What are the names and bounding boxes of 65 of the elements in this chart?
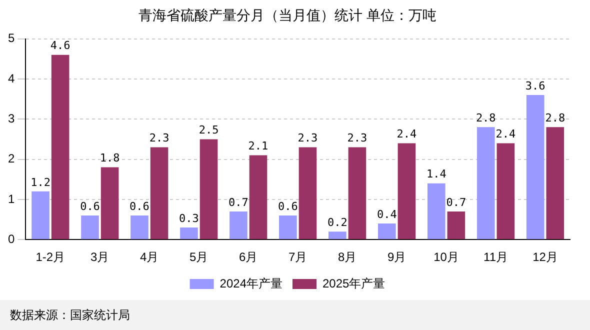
x-tick-label: 10月 bbox=[434, 250, 459, 264]
y-tick-label: 5 bbox=[8, 31, 15, 46]
bar bbox=[496, 143, 515, 240]
data-label: 2.4 bbox=[496, 128, 516, 141]
legend-label: 2024年产量 bbox=[220, 276, 283, 290]
bar bbox=[546, 127, 564, 240]
source-note: 数据来源：国家统计局 bbox=[10, 308, 130, 322]
x-tick-label: 4月 bbox=[140, 250, 159, 264]
bar bbox=[398, 143, 416, 240]
bar bbox=[249, 155, 268, 240]
y-tick-label: 4 bbox=[8, 71, 15, 86]
data-label: 2.4 bbox=[396, 128, 418, 141]
data-label: 3.6 bbox=[525, 79, 546, 92]
data-label: 0.4 bbox=[376, 208, 398, 221]
x-tick-label: 7月 bbox=[288, 250, 308, 264]
bar bbox=[476, 127, 495, 240]
x-tick-label: 6月 bbox=[239, 250, 258, 264]
x-tick-label: 12月 bbox=[532, 250, 558, 264]
data-label: 0.7 bbox=[228, 196, 248, 209]
y-tick-label: 3 bbox=[8, 111, 15, 126]
bar bbox=[230, 211, 248, 240]
bar bbox=[279, 216, 297, 240]
data-label: 0.6 bbox=[130, 200, 150, 213]
bar bbox=[81, 216, 99, 240]
bar bbox=[100, 167, 119, 240]
bar bbox=[378, 224, 396, 240]
bar bbox=[328, 232, 346, 240]
chart-title: 青海省硫酸产量分月（当月值）统计 单位：万吨 bbox=[138, 8, 437, 24]
x-tick-label: 1-2月 bbox=[36, 250, 66, 264]
data-label: 1.2 bbox=[30, 176, 50, 189]
data-label: 4.6 bbox=[50, 39, 70, 52]
data-label: 1.8 bbox=[100, 152, 120, 165]
data-label: 0.3 bbox=[179, 212, 199, 225]
y-tick-label: 2 bbox=[8, 152, 15, 166]
data-label: 0.2 bbox=[327, 216, 348, 229]
x-tick-label: 11月 bbox=[484, 250, 508, 264]
bar bbox=[298, 147, 317, 240]
data-label: 2.5 bbox=[198, 124, 219, 137]
data-label: 2.3 bbox=[298, 132, 318, 145]
legend-label: 2025年产量 bbox=[322, 276, 386, 290]
data-label: 1.4 bbox=[426, 168, 447, 181]
bar bbox=[447, 211, 466, 240]
bar bbox=[180, 228, 198, 240]
data-label: 2.3 bbox=[347, 132, 368, 145]
bar bbox=[526, 95, 544, 240]
x-tick-label: 3月 bbox=[90, 250, 110, 264]
data-label: 2.8 bbox=[545, 112, 566, 125]
data-label: 2.1 bbox=[248, 140, 268, 153]
x-tick-label: 9月 bbox=[387, 250, 406, 264]
y-tick-label: 1 bbox=[8, 192, 15, 206]
bar bbox=[51, 54, 70, 240]
x-tick-label: 8月 bbox=[338, 250, 357, 264]
data-label: 2.8 bbox=[476, 112, 496, 125]
bar bbox=[200, 139, 218, 240]
y-tick-label: 0 bbox=[8, 232, 15, 246]
bar bbox=[130, 216, 148, 240]
x-tick-label: 5月 bbox=[190, 250, 208, 264]
data-label: 0.6 bbox=[80, 200, 100, 213]
bar bbox=[150, 147, 168, 240]
bar bbox=[32, 191, 50, 240]
data-label: 0.6 bbox=[278, 200, 298, 213]
data-label: 2.3 bbox=[149, 132, 170, 145]
bar bbox=[427, 183, 446, 240]
bar bbox=[348, 147, 366, 240]
data-label: 0.7 bbox=[446, 196, 466, 209]
